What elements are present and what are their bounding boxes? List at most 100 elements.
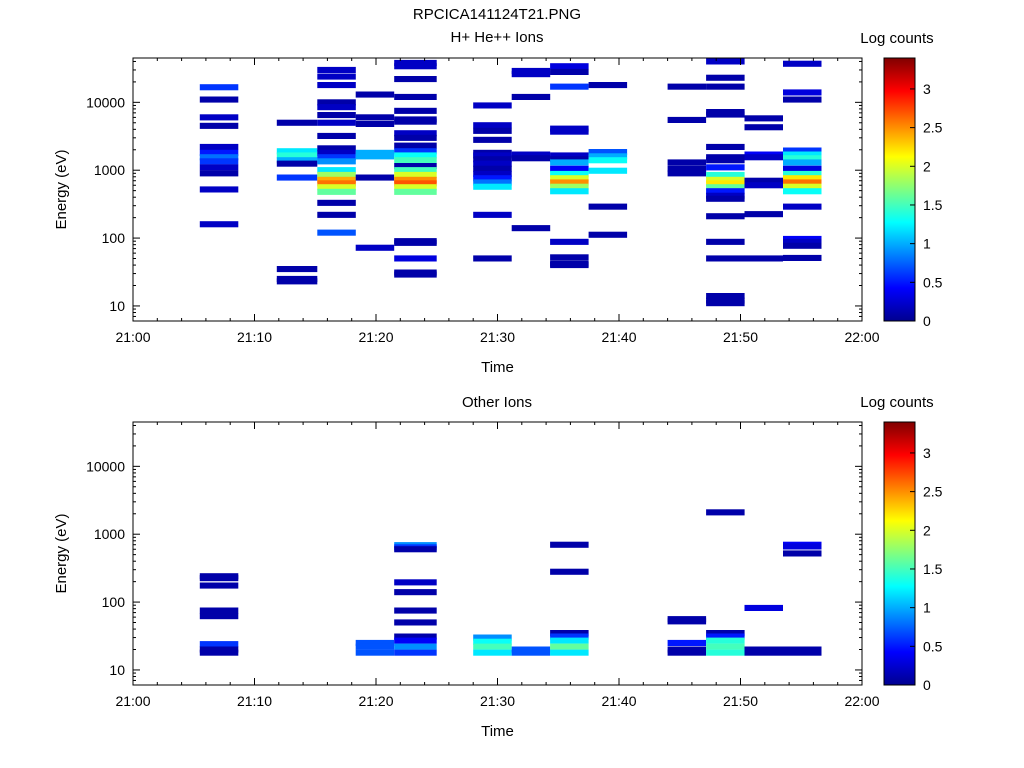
heatmap-cell	[199, 646, 239, 653]
heatmap-cell	[199, 607, 239, 614]
y-tick-label: 10	[109, 662, 125, 678]
heatmap-cell	[706, 255, 745, 262]
heatmap-cell	[317, 104, 356, 111]
heatmap-cell	[199, 84, 239, 91]
heatmap-cell	[276, 148, 318, 155]
heatmap-cell	[473, 649, 512, 656]
heatmap-cell	[550, 68, 589, 75]
heatmap-cell	[744, 649, 783, 656]
heatmap-cell	[706, 238, 745, 245]
heatmap-cell	[783, 646, 822, 653]
heatmap-cell	[317, 82, 356, 89]
heatmap-cell	[394, 167, 437, 174]
heatmap-cell	[550, 262, 589, 269]
heatmap-cell	[783, 543, 822, 550]
heatmap-cell	[550, 156, 589, 163]
x-tick-label: 21:30	[480, 329, 515, 345]
heatmap-cell	[706, 643, 745, 650]
heatmap-cell	[276, 119, 318, 126]
heatmap-cell	[473, 136, 512, 143]
colorbar-gradient	[883, 421, 916, 686]
heatmap-cell	[744, 115, 783, 122]
colorbar-tick-label: 0.5	[923, 638, 943, 654]
heatmap-cell	[199, 582, 239, 589]
heatmap-cell	[550, 238, 589, 245]
heatmap-cell	[355, 174, 395, 181]
heatmap-cell	[511, 225, 551, 232]
heatmap-cell	[394, 649, 437, 656]
heatmap-cell	[550, 568, 589, 575]
heatmap-cell	[355, 120, 395, 127]
axes: 21:00 21:10 21:20 21:30 21:40 21:50 22:00 10 100…	[86, 422, 880, 709]
heatmap-cell	[744, 177, 783, 184]
heatmap-cell	[473, 255, 512, 262]
heatmap-cell	[394, 633, 437, 640]
heatmap-cell	[355, 149, 395, 156]
heatmap-cell	[317, 66, 356, 73]
heatmap-cell	[394, 184, 437, 191]
heatmap-cell	[394, 148, 437, 155]
heatmap-cell	[317, 188, 356, 195]
colorbar-tick-label: 3	[923, 81, 931, 97]
heatmap-cell	[317, 184, 356, 191]
heatmap-cell	[550, 643, 589, 650]
colorbar-tick-label: 0	[923, 313, 931, 329]
heatmap-cell	[667, 116, 707, 123]
colorbar-tick-label: 2	[923, 158, 931, 174]
heatmap-cell	[783, 649, 822, 656]
heatmap-cell	[473, 638, 512, 645]
heatmap-cell	[355, 649, 395, 656]
heatmap-cell	[588, 82, 628, 89]
heatmap-cell	[199, 649, 239, 656]
heatmap-cell	[355, 244, 395, 251]
heatmap-cell	[394, 93, 437, 100]
y-axis-label: Energy (eV)	[53, 513, 70, 593]
heatmap-cell	[473, 122, 512, 129]
heatmap-cell	[394, 607, 437, 614]
heatmap-cell	[394, 643, 437, 650]
heatmap-cell	[783, 254, 822, 261]
heatmap-cell	[317, 171, 356, 178]
heatmap-cell	[317, 180, 356, 187]
panel-title: H+ He++ Ions	[451, 29, 544, 46]
colorbar-tick-label: 1.5	[923, 561, 943, 577]
heatmap-cell	[511, 646, 551, 653]
heatmap-cell	[317, 211, 356, 218]
heatmap-cell	[317, 229, 356, 236]
panel-other-ions: Other Ions Log counts 21:00 21:10 21:20 21:…	[53, 394, 943, 740]
heatmap-cell	[473, 127, 512, 134]
y-tick-label: 100	[102, 230, 126, 246]
heatmap-cell	[667, 83, 707, 90]
heatmap-cell	[276, 160, 318, 167]
heatmap-cell	[588, 149, 628, 156]
heatmap-cell	[394, 59, 437, 66]
heatmap-cell	[588, 231, 628, 238]
x-tick-label: 21:00	[115, 693, 150, 709]
heatmap-cell	[783, 175, 822, 182]
heatmap-cells	[199, 58, 822, 307]
heatmap-cell	[199, 221, 239, 228]
heatmap-cell	[550, 63, 589, 70]
heatmap-cell	[394, 239, 437, 246]
panel-h-he-ions: H+ He++ Ions Log counts 21:00 21:10 21:20 2…	[53, 29, 943, 376]
heatmap-cell	[783, 183, 822, 190]
heatmap-cell	[317, 149, 356, 156]
heatmap-cell	[667, 639, 707, 646]
heatmap-cell	[667, 649, 707, 656]
colorbar-tick-label: 1	[923, 236, 931, 252]
colorbar-tick-label: 3	[923, 445, 931, 461]
heatmap-cell	[199, 186, 239, 193]
heatmap-cell	[783, 60, 822, 67]
colorbar-tick-label: 1	[923, 600, 931, 616]
heatmap-cell	[473, 160, 512, 167]
heatmap-cell	[473, 102, 512, 109]
heatmap-cell	[511, 649, 551, 656]
heatmap-cell	[199, 114, 239, 121]
heatmap-cell	[706, 83, 745, 90]
heatmap-cell	[317, 199, 356, 206]
heatmap-cell	[550, 254, 589, 261]
heatmap-cell	[783, 170, 822, 177]
heatmap-cell	[744, 255, 783, 262]
heatmap-cell	[588, 167, 628, 174]
